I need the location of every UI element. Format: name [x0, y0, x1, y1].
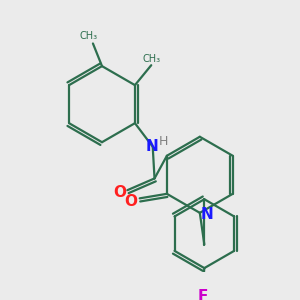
Text: N: N: [201, 207, 213, 222]
Text: F: F: [197, 289, 208, 300]
Text: CH₃: CH₃: [142, 54, 160, 64]
Text: H: H: [159, 135, 168, 148]
Text: O: O: [114, 185, 127, 200]
Text: O: O: [124, 194, 137, 208]
Text: N: N: [146, 139, 158, 154]
Text: CH₃: CH₃: [79, 31, 98, 41]
